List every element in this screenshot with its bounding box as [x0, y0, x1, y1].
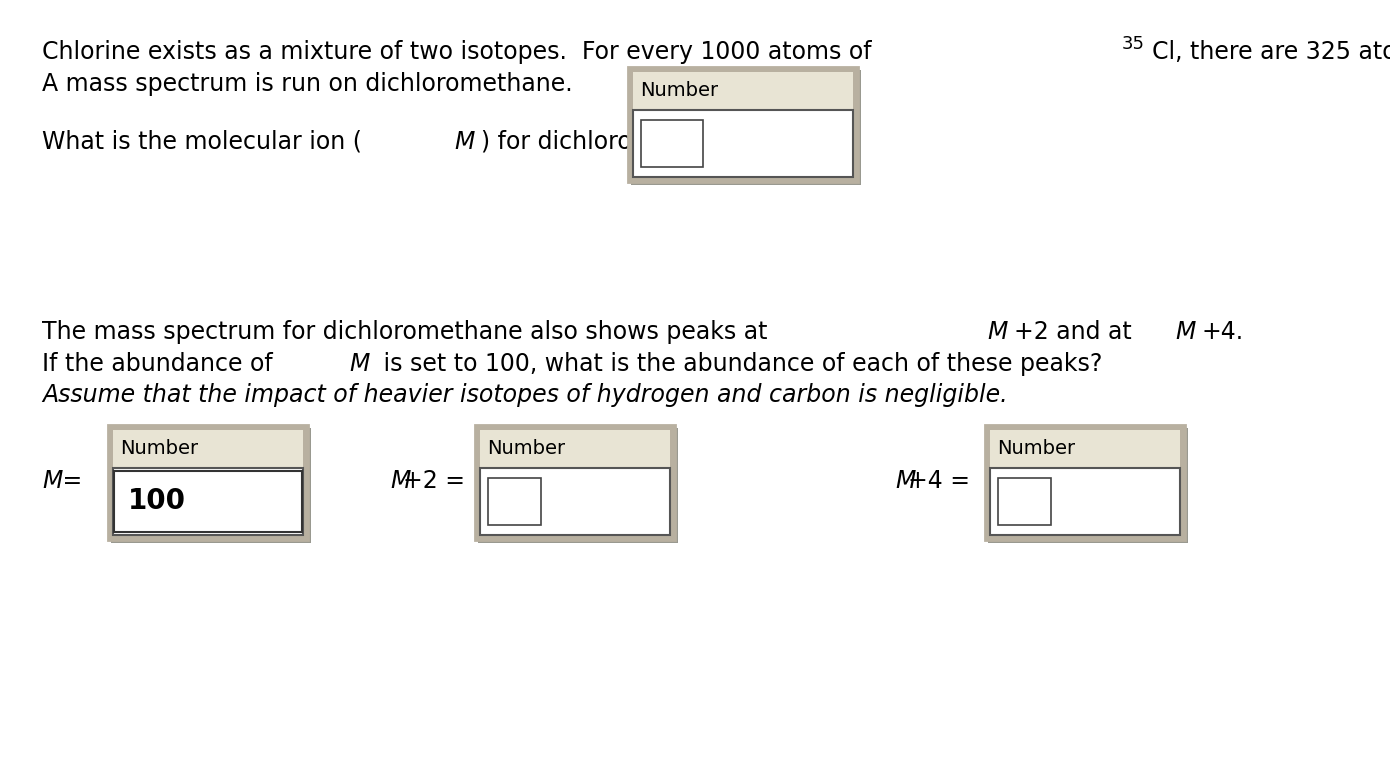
- Bar: [114, 471, 302, 532]
- Bar: [998, 478, 1051, 525]
- Text: Number: Number: [639, 81, 719, 101]
- Text: M: M: [895, 468, 916, 493]
- Text: Assume that the impact of heavier isotopes of hydrogen and carbon is negligible.: Assume that the impact of heavier isotop…: [42, 383, 1008, 407]
- Text: Number: Number: [997, 440, 1074, 459]
- Text: ) for dichloromethane?: ) for dichloromethane?: [481, 130, 751, 154]
- Text: Number: Number: [486, 440, 566, 459]
- Text: What is the molecular ion (: What is the molecular ion (: [42, 130, 361, 154]
- Text: +4.: +4.: [1202, 320, 1244, 344]
- Text: =: =: [56, 468, 82, 493]
- Text: If the abundance of: If the abundance of: [42, 352, 281, 376]
- Bar: [628, 67, 858, 182]
- Text: Number: Number: [120, 440, 199, 459]
- Text: M: M: [349, 352, 370, 376]
- Bar: [113, 468, 303, 535]
- Text: M: M: [988, 320, 1008, 344]
- Bar: [113, 430, 303, 468]
- Text: +4 =: +4 =: [908, 468, 970, 493]
- Text: M: M: [455, 130, 475, 154]
- Bar: [475, 425, 676, 540]
- Bar: [990, 430, 1180, 468]
- Text: The mass spectrum for dichloromethane also shows peaks at: The mass spectrum for dichloromethane al…: [42, 320, 776, 344]
- Bar: [480, 468, 670, 535]
- Text: +2 =: +2 =: [403, 468, 466, 493]
- Text: is set to 100, what is the abundance of each of these peaks?: is set to 100, what is the abundance of …: [375, 352, 1102, 376]
- Bar: [641, 120, 702, 167]
- Bar: [631, 70, 860, 185]
- Bar: [111, 428, 311, 543]
- Bar: [108, 425, 309, 540]
- Text: 100: 100: [128, 487, 186, 515]
- Text: +2 and at: +2 and at: [1015, 320, 1140, 344]
- Bar: [986, 425, 1186, 540]
- Bar: [632, 72, 853, 110]
- Text: 35: 35: [1122, 35, 1145, 53]
- Bar: [480, 430, 670, 468]
- Bar: [478, 428, 678, 543]
- Text: M: M: [42, 468, 63, 493]
- Bar: [988, 428, 1188, 543]
- Bar: [990, 468, 1180, 535]
- Text: Cl, there are 325 atoms of: Cl, there are 325 atoms of: [1152, 40, 1390, 64]
- Text: Chlorine exists as a mixture of two isotopes.  For every 1000 atoms of: Chlorine exists as a mixture of two isot…: [42, 40, 878, 64]
- Text: M: M: [1176, 320, 1195, 344]
- Text: M: M: [391, 468, 410, 493]
- Text: A mass spectrum is run on dichloromethane.: A mass spectrum is run on dichloromethan…: [42, 72, 573, 96]
- Bar: [632, 110, 853, 177]
- Bar: [488, 478, 541, 525]
